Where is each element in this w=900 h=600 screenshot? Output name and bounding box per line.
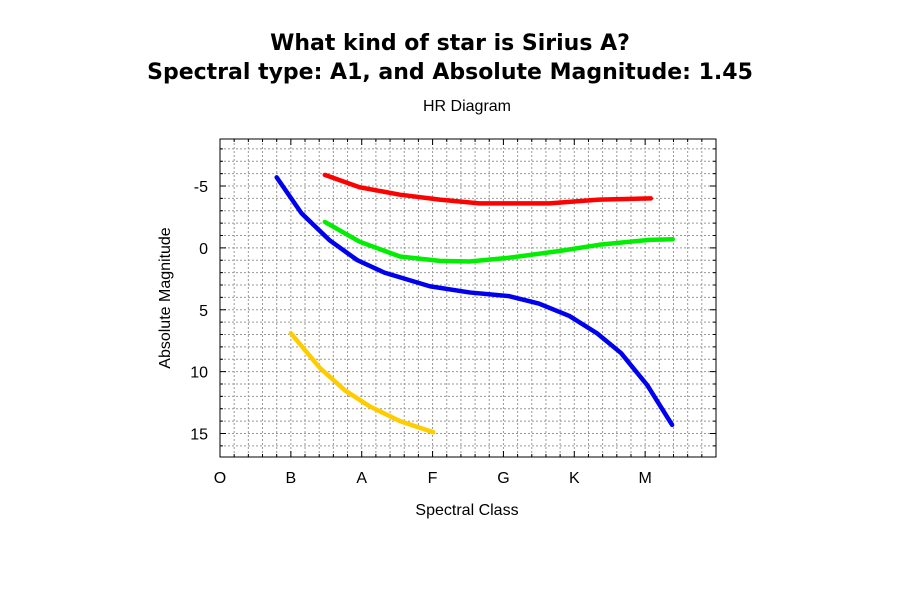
x-tick-label: M (638, 470, 651, 487)
chart-title-line1: What kind of star is Sirius A? (270, 31, 630, 56)
ticks: O B A F G K M -5 0 5 10 15 (190, 139, 716, 487)
series-line-main-sequence (274, 175, 675, 428)
chart-title-line2: Spectral type: A1, and Absolute Magnitud… (147, 60, 753, 85)
chart-subtitle: HR Diagram (423, 98, 511, 115)
x-tick-label: A (356, 470, 367, 487)
y-tick-label: 15 (190, 426, 208, 443)
x-tick-label: G (497, 470, 509, 487)
x-tick-label: K (569, 470, 580, 487)
y-tick-label: -5 (194, 179, 208, 196)
series-lines (274, 172, 676, 435)
series-line-supergiants (322, 172, 654, 206)
grid (220, 139, 716, 457)
x-tick-label: B (286, 470, 297, 487)
x-tick-label: O (214, 470, 226, 487)
y-tick-label: 0 (199, 241, 208, 258)
y-tick-label: 5 (199, 303, 208, 320)
y-axis-label: Absolute Magnitude (157, 227, 174, 369)
series-line-giants (322, 219, 676, 264)
x-axis-label: Spectral Class (415, 502, 518, 519)
plot-frame (219, 138, 717, 458)
series-line-white-dwarfs (288, 331, 436, 435)
x-tick-label: F (428, 470, 438, 487)
y-tick-label: 10 (190, 365, 208, 382)
